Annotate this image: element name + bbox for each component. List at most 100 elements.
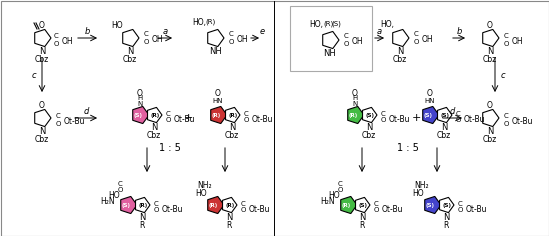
Text: N: N <box>487 47 493 56</box>
Text: C
O: C O <box>344 34 349 46</box>
Text: NH₂: NH₂ <box>414 181 429 190</box>
Polygon shape <box>136 197 150 213</box>
Polygon shape <box>483 30 499 46</box>
Text: Ot-Bu: Ot-Bu <box>512 118 534 126</box>
Text: (R): (R) <box>150 113 160 118</box>
Text: O: O <box>352 88 358 97</box>
Text: e: e <box>260 28 265 37</box>
Polygon shape <box>222 197 237 213</box>
Text: N: N <box>487 127 493 136</box>
Polygon shape <box>35 110 51 126</box>
Text: OH: OH <box>352 38 363 46</box>
Text: C
O: C O <box>56 114 61 126</box>
Text: a: a <box>377 28 382 37</box>
Text: O: O <box>427 88 433 97</box>
Text: Cbz: Cbz <box>35 55 49 64</box>
Text: NH: NH <box>209 47 221 56</box>
Polygon shape <box>35 30 51 46</box>
Text: (R): (R) <box>341 202 351 207</box>
Text: C
O: C O <box>374 201 379 214</box>
Text: Ot-Bu: Ot-Bu <box>389 114 411 123</box>
Text: O: O <box>137 88 143 97</box>
Text: HO: HO <box>108 190 120 199</box>
Text: (S): (S) <box>442 202 451 207</box>
Text: c: c <box>501 71 505 80</box>
Text: C
O: C O <box>381 110 386 123</box>
Text: OH: OH <box>152 35 164 45</box>
Text: Cbz: Cbz <box>483 135 497 144</box>
Text: C
O: C O <box>504 114 509 126</box>
Text: H
N: H N <box>137 94 143 108</box>
Text: HO,: HO, <box>309 20 323 29</box>
Text: +: + <box>411 113 421 123</box>
Text: c: c <box>32 71 36 80</box>
Text: O: O <box>39 101 45 110</box>
Text: Cbz: Cbz <box>225 131 239 139</box>
Text: N: N <box>39 47 45 56</box>
Text: OH: OH <box>237 35 249 45</box>
Text: (R): (R) <box>206 19 216 25</box>
Text: N: N <box>127 47 133 56</box>
Polygon shape <box>348 106 364 124</box>
Text: C
O: C O <box>54 34 59 46</box>
Polygon shape <box>393 30 409 46</box>
Text: Cbz: Cbz <box>147 131 161 139</box>
Text: HO,: HO, <box>380 21 394 30</box>
Text: C
O: C O <box>244 110 249 123</box>
Text: N: N <box>441 122 447 131</box>
Text: O: O <box>39 21 45 30</box>
Text: (S): (S) <box>440 113 450 118</box>
Text: Cbz: Cbz <box>437 131 451 139</box>
Text: a: a <box>163 28 167 37</box>
Text: C
O: C O <box>456 110 461 123</box>
Text: 1 : 5: 1 : 5 <box>159 143 181 153</box>
Text: O: O <box>215 88 221 97</box>
Text: Ot-Bu: Ot-Bu <box>466 205 488 214</box>
Text: (S): (S) <box>121 202 131 207</box>
Text: R: R <box>139 220 145 229</box>
Text: Cbz: Cbz <box>123 55 137 64</box>
Text: H₂N: H₂N <box>321 197 335 206</box>
Text: +: + <box>183 113 193 123</box>
Text: C
O: C O <box>117 181 122 194</box>
Text: C
O: C O <box>241 201 247 214</box>
Text: R: R <box>226 220 232 229</box>
Text: Ot-Bu: Ot-Bu <box>252 114 273 123</box>
Text: Cbz: Cbz <box>483 55 497 64</box>
Text: d: d <box>83 108 89 117</box>
Polygon shape <box>425 196 441 214</box>
Text: d: d <box>450 108 455 117</box>
Polygon shape <box>440 197 454 213</box>
Text: O: O <box>487 21 493 30</box>
Text: Ot-Bu: Ot-Bu <box>64 118 86 126</box>
Polygon shape <box>148 107 162 123</box>
Text: Cbz: Cbz <box>35 135 49 144</box>
Polygon shape <box>341 196 357 214</box>
Text: Ot-Bu: Ot-Bu <box>174 114 195 123</box>
Text: (S): (S) <box>423 113 433 118</box>
Text: N: N <box>229 122 235 131</box>
Text: (R): (R) <box>349 113 357 118</box>
Text: (S): (S) <box>366 113 374 118</box>
Polygon shape <box>323 31 339 49</box>
Text: O: O <box>487 101 493 110</box>
Polygon shape <box>483 110 499 126</box>
Polygon shape <box>208 30 224 46</box>
Text: b: b <box>85 28 90 37</box>
Text: HO: HO <box>111 21 123 30</box>
Text: Ot-Bu: Ot-Bu <box>464 114 485 123</box>
Text: Ot-Bu: Ot-Bu <box>249 205 271 214</box>
Polygon shape <box>356 197 370 213</box>
Text: Ot-Bu: Ot-Bu <box>162 205 183 214</box>
Polygon shape <box>226 107 240 123</box>
Text: N: N <box>39 127 45 136</box>
Text: (S): (S) <box>358 202 367 207</box>
Text: N: N <box>366 122 372 131</box>
Text: C
O: C O <box>166 110 171 123</box>
Text: N: N <box>139 212 145 222</box>
Text: Cbz: Cbz <box>362 131 376 139</box>
Text: C
O: C O <box>144 31 149 45</box>
Text: C
O: C O <box>458 201 463 214</box>
Text: HO: HO <box>195 189 207 198</box>
Text: HO: HO <box>412 189 424 198</box>
